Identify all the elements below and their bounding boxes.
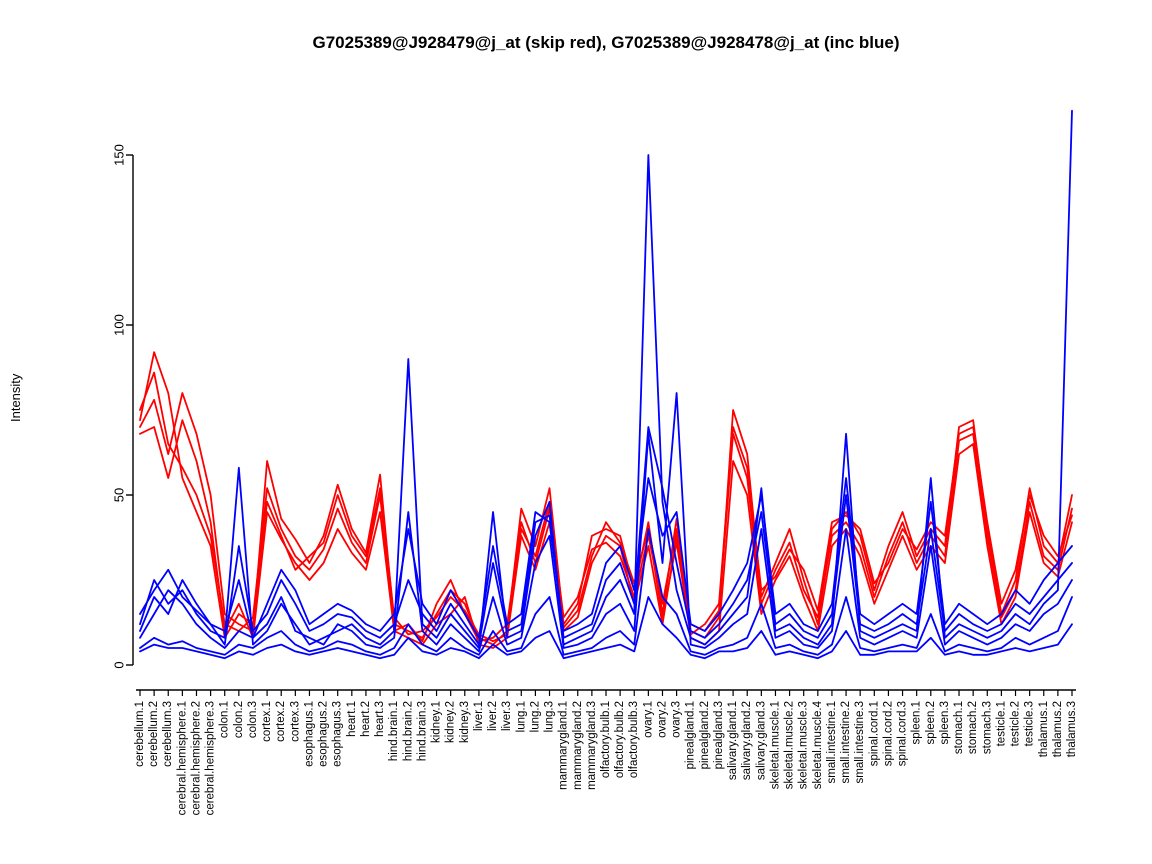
x-tick-label: ovary.1: [642, 701, 654, 738]
x-tick-label: mammarygland.1: [558, 701, 570, 790]
y-tick-label: 150: [112, 144, 127, 166]
x-tick-label: spleen.2: [925, 701, 937, 744]
x-tick-label: thalamus.2: [1052, 701, 1064, 757]
x-tick-label: kidney.1: [431, 701, 443, 743]
x-tick-label: hind.brain.1: [388, 701, 400, 761]
x-tick-label: lung.1: [515, 701, 527, 732]
x-tick-label: cerebellum.1: [134, 701, 146, 767]
series-line-inc-blue-2: [139, 392, 1073, 653]
series-line-inc-blue-3: [139, 426, 1073, 646]
x-tick-label: cerebellum.3: [162, 701, 174, 767]
x-tick-label: skeletal.muscle.4: [812, 700, 824, 789]
x-tick-label: esophagus.1: [303, 701, 315, 767]
x-tick-label: heart.1: [346, 701, 358, 737]
x-tick-label: salivary.gland.3: [755, 701, 767, 780]
x-tick-label: heart.2: [360, 701, 372, 737]
x-tick-label: cerebral.hemisphere.1: [176, 701, 188, 815]
x-tick-label: testicle.2: [1010, 701, 1022, 746]
x-tick-label: hind.brain.3: [416, 701, 428, 761]
series-line-skip-red-2: [139, 419, 1073, 649]
x-tick-label: olfactory.bulb.1: [600, 701, 612, 778]
x-tick-label: small.intestine.2: [840, 701, 852, 783]
x-tick-label: cerebral.hemisphere.2: [190, 701, 202, 815]
x-tick-label: colon.1: [219, 701, 231, 738]
series-line-inc-blue-6: [139, 477, 1073, 639]
x-tick-label: pinealgland.1: [685, 701, 697, 769]
x-tick-label: liver.2: [487, 701, 499, 731]
x-tick-label: thalamus.3: [1066, 701, 1078, 757]
x-tick-label: mammarygland.2: [572, 701, 584, 790]
series-line-skip-red-4: [139, 351, 1073, 643]
series-line-inc-blue-4: [139, 528, 1073, 656]
x-tick-label: skeletal.muscle.3: [798, 701, 810, 789]
series-line-skip-red-1: [139, 392, 1073, 646]
x-tick-label: cerebral.hemisphere.3: [205, 701, 217, 815]
x-tick-label: heart.3: [374, 701, 386, 737]
x-tick-label: colon.3: [247, 701, 259, 738]
x-tick-label: salivary.gland.1: [727, 701, 739, 780]
x-tick-label: stomach.3: [981, 701, 993, 754]
x-tick-label: spleen.3: [939, 701, 951, 744]
x-tick-label: small.intestine.3: [854, 701, 866, 783]
x-tick-label: ovary.2: [656, 701, 668, 738]
x-tick-label: stomach.2: [967, 701, 979, 754]
x-tick-label: spinal.cord.1: [868, 701, 880, 766]
x-tick-label: stomach.1: [953, 701, 965, 754]
x-tick-label: kidney.2: [445, 701, 457, 743]
x-tick-label: esophagus.2: [318, 701, 330, 767]
x-tick-label: small.intestine.1: [826, 701, 838, 783]
y-tick-label: 0: [112, 661, 127, 668]
x-tick-label: mammarygland.3: [586, 701, 598, 790]
x-tick-label: skeletal.muscle.2: [784, 701, 796, 789]
x-tick-label: salivary.gland.2: [741, 701, 753, 780]
x-tick-label: cortex.1: [261, 701, 273, 742]
x-tick-label: pinealgland.3: [713, 701, 725, 769]
x-tick-label: liver.1: [473, 701, 485, 731]
x-tick-label: cortex.2: [275, 701, 287, 742]
x-tick-label: lung.3: [544, 701, 556, 732]
x-tick-label: liver.3: [501, 701, 513, 731]
series-line-skip-red-3: [139, 371, 1073, 643]
x-tick-label: olfactory.bulb.2: [614, 701, 626, 778]
y-tick-label: 100: [112, 314, 127, 336]
x-tick-label: spinal.cord.2: [882, 701, 894, 766]
x-tick-label: testicle.3: [1024, 701, 1036, 746]
x-tick-label: kidney.3: [459, 701, 471, 743]
x-tick-label: spinal.cord.3: [897, 701, 909, 766]
x-tick-label: cerebellum.2: [148, 701, 160, 767]
series-line-inc-blue-5: [139, 596, 1073, 660]
x-tick-label: pinealgland.2: [699, 701, 711, 769]
x-tick-label: spleen.1: [911, 701, 923, 744]
y-axis-title: Intensity: [8, 373, 23, 422]
series-line-inc-blue-1: [139, 109, 1073, 649]
x-tick-label: esophagus.3: [332, 701, 344, 767]
x-tick-label: ovary.3: [671, 701, 683, 738]
chart-title: G7025389@J928479@j_at (skip red), G70253…: [312, 33, 900, 52]
x-tick-label: colon.2: [233, 701, 245, 738]
y-tick-label: 50: [112, 488, 127, 502]
x-tick-label: hind.brain.2: [402, 701, 414, 761]
x-tick-label: skeletal.muscle.1: [769, 701, 781, 789]
x-tick-label: thalamus.1: [1038, 701, 1050, 757]
x-tick-label: olfactory.bulb.3: [628, 701, 640, 778]
x-tick-label: testicle.1: [995, 701, 1007, 746]
x-tick-label: lung.2: [529, 701, 541, 732]
x-tick-label: cortex.3: [289, 701, 301, 742]
